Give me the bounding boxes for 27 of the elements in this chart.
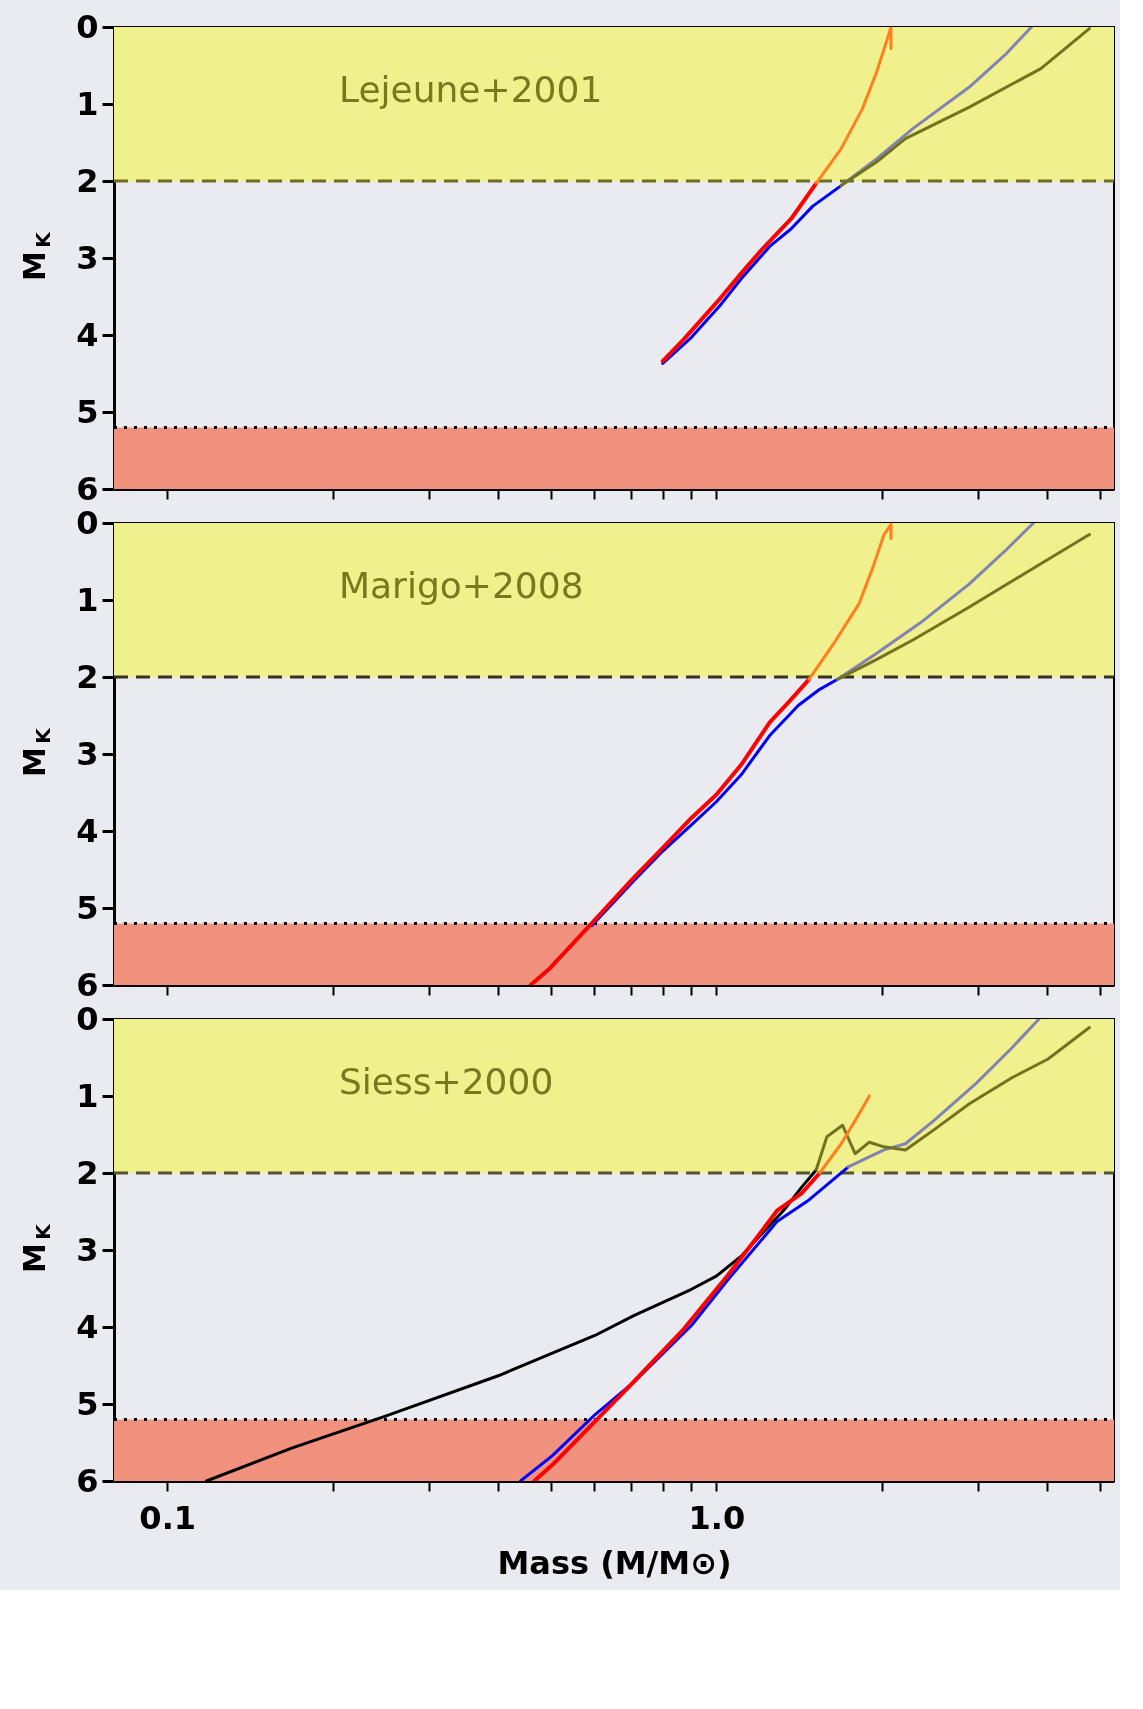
y-tick-label: 1: [76, 580, 99, 619]
y-tick-label: 6: [76, 1461, 99, 1500]
y-tick-label: 5: [76, 1384, 99, 1423]
y-tick-label: 2: [76, 657, 99, 696]
y-tick-label: 1: [76, 84, 99, 123]
y-tick-label: 2: [76, 1153, 99, 1192]
x-tick-label: 0.1: [139, 1498, 197, 1537]
y-tick-label: 0: [76, 7, 99, 46]
annotation: Siess+2000: [339, 1061, 554, 1102]
y-tick-label: 4: [76, 811, 99, 850]
y-tick-label: 2: [76, 161, 99, 200]
y-axis-title: MK: [17, 230, 55, 281]
y-tick-label: 3: [76, 734, 99, 773]
y-tick-label: 5: [76, 888, 99, 927]
y-tick-label: 3: [76, 1230, 99, 1269]
y-axis-title: MK: [17, 726, 55, 777]
y-tick-label: 5: [76, 392, 99, 431]
x-axis-title: Mass (M/M⊙): [497, 1543, 732, 1582]
annotation: Marigo+2008: [339, 565, 584, 606]
line-series: [818, 1094, 871, 1175]
x-tick-label: 1.0: [688, 1498, 746, 1537]
annotation: Lejeune+2001: [339, 69, 603, 110]
y-tick-label: 4: [76, 315, 99, 354]
y-tick-label: 1: [76, 1076, 99, 1115]
y-tick-label: 3: [76, 238, 99, 277]
y-axis-title: MK: [17, 1222, 55, 1273]
y-tick-label: 4: [76, 1307, 99, 1346]
